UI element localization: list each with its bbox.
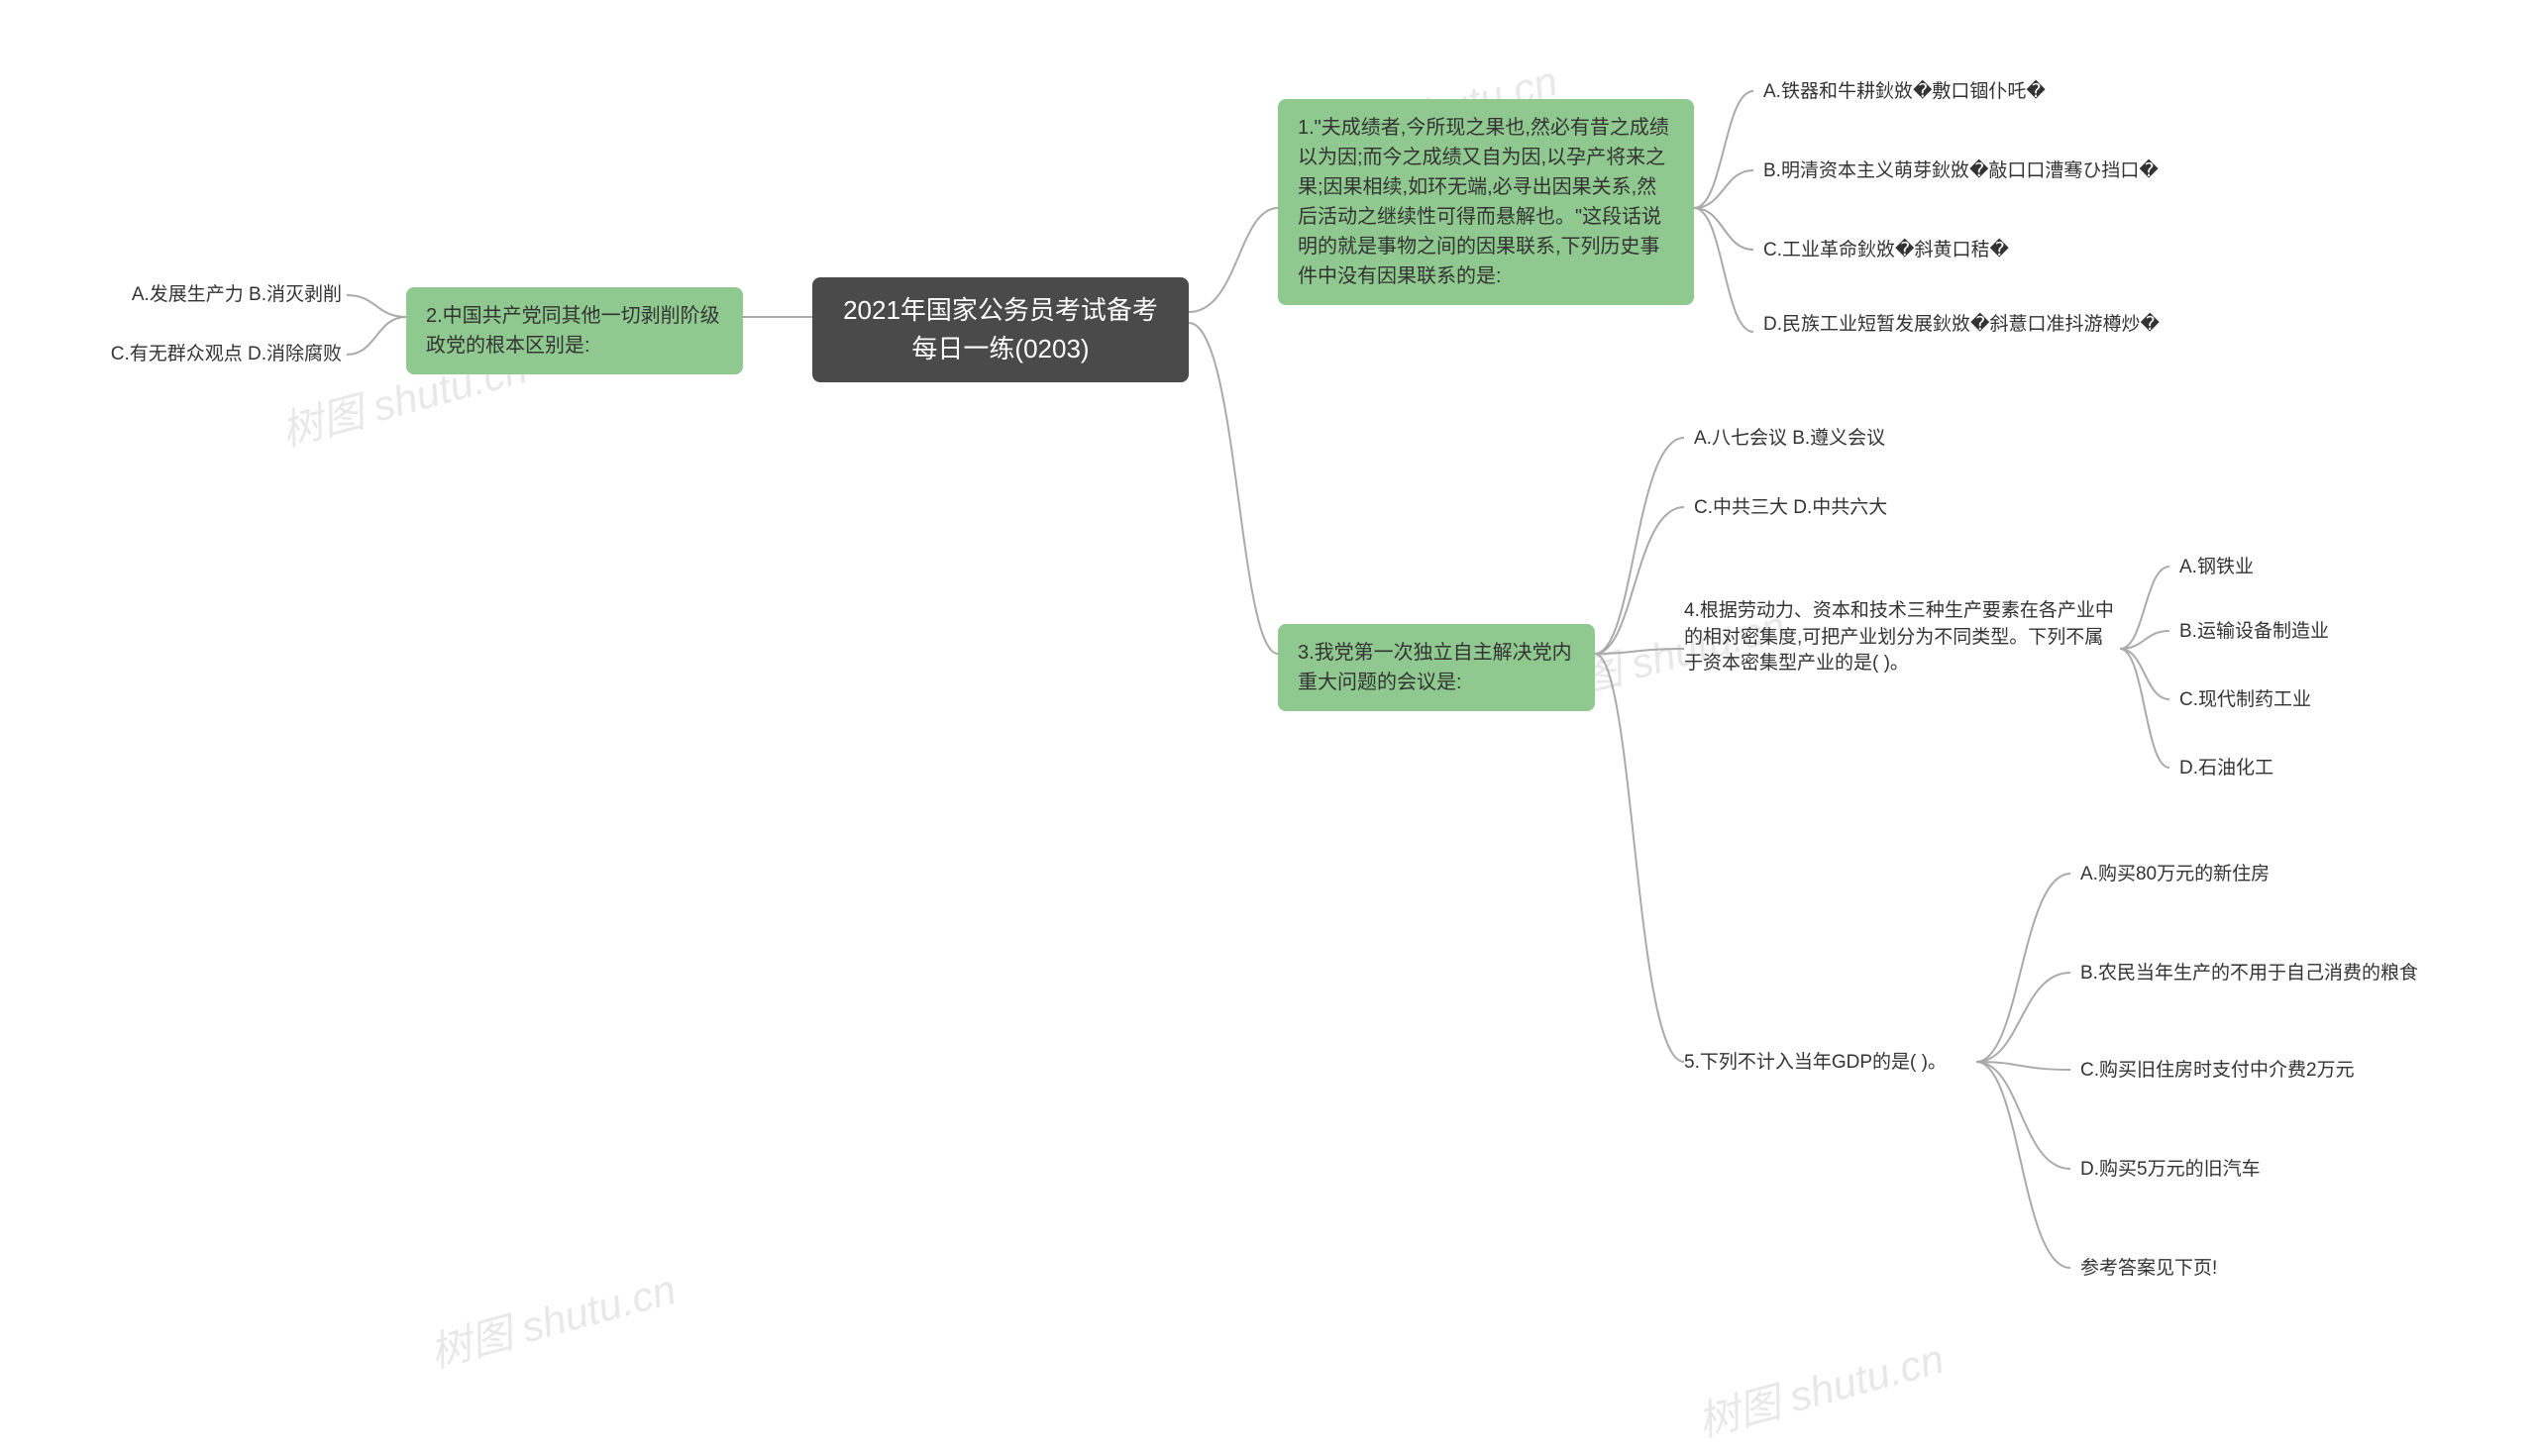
q5-node: 5.下列不计入当年GDP的是( )。	[1684, 1050, 1976, 1077]
q1-node: 1."夫成绩者,今所现之果也,然必有昔之成绩以为因;而今之成绩又自为因,以孕产将…	[1278, 99, 1694, 305]
q5-opt-d: D.购买5万元的旧汽车	[2080, 1157, 2261, 1184]
q1-opt-a: A.铁器和牛耕鈥敚�敷口锢仆吒�	[1763, 79, 2179, 106]
q1-opt-b: B.明清资本主义萌芽鈥敚�敲口口漕骞ひ挡口�	[1763, 158, 2199, 185]
q3-node: 3.我党第一次独立自主解决党内重大问题的会议是:	[1278, 624, 1595, 711]
q2-opt-a: A.发展生产力 B.消灭剥削	[104, 282, 342, 309]
q4-opt-d: D.石油化工	[2179, 756, 2273, 782]
watermark-4: 树图 shutu.cn	[1690, 1325, 1950, 1449]
q4-opt-c: C.现代制药工业	[2179, 687, 2311, 714]
q5-opt-b: B.农民当年生产的不用于自己消费的粮食	[2080, 961, 2418, 988]
q1-opt-c: C.工业革命鈥敚�斜黄口秸�	[1763, 238, 2179, 264]
watermark-5: 树图 shutu.cn	[422, 1256, 682, 1380]
q5-opt-c: C.购买旧住房时支付中介费2万元	[2080, 1058, 2355, 1085]
q2-node: 2.中国共产党同其他一切剥削阶级政党的根本区别是:	[406, 287, 743, 374]
connector-lines	[0, 0, 2536, 1456]
q3-opt-b: C.中共三大 D.中共六大	[1694, 495, 1887, 522]
q2-opt-b: C.有无群众观点 D.消除腐败	[89, 342, 342, 368]
q4-node: 4.根据劳动力、资本和技术三种生产要素在各产业中的相对密集度,可把产业划分为不同…	[1684, 598, 2120, 677]
q5-opt-ref: 参考答案见下页!	[2080, 1256, 2217, 1283]
q1-opt-d: D.民族工业短暂发展鈥敚�斜薏口准抖游樽炒�	[1763, 312, 2199, 339]
q4-opt-b: B.运输设备制造业	[2179, 619, 2329, 646]
root-node: 2021年国家公务员考试备考每日一练(0203)	[812, 277, 1189, 382]
q5-opt-a: A.购买80万元的新住房	[2080, 862, 2270, 888]
q4-opt-a: A.钢铁业	[2179, 555, 2254, 581]
q3-opt-a: A.八七会议 B.遵义会议	[1694, 426, 1885, 453]
